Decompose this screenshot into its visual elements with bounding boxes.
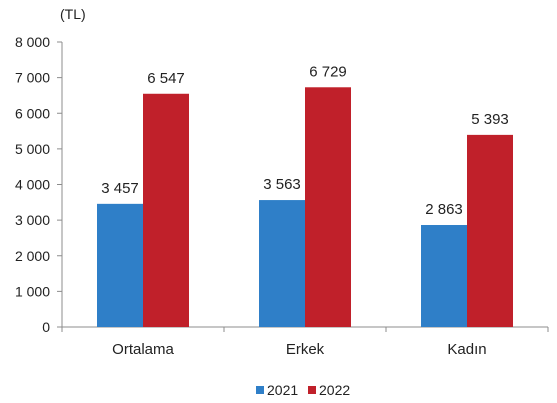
data-label: 6 547 <box>147 70 185 87</box>
legend-label: 2022 <box>319 382 350 398</box>
x-category-label: Kadın <box>447 341 486 358</box>
y-tick-label: 3 000 <box>15 212 50 228</box>
bar-2021 <box>421 225 467 327</box>
legend-swatch-2021 <box>256 386 264 394</box>
y-tick-label: 2 000 <box>15 248 50 264</box>
legend: 2021 2022 <box>256 382 350 398</box>
data-label: 5 393 <box>471 111 509 128</box>
data-label: 3 563 <box>263 176 301 193</box>
bar-2021 <box>97 203 143 327</box>
x-category-label: Erkek <box>286 341 325 358</box>
y-tick-label: 4 000 <box>15 177 50 193</box>
data-label: 2 863 <box>425 201 463 218</box>
bar-2022 <box>467 134 513 327</box>
legend-swatch-2022 <box>308 386 316 394</box>
y-axis-unit-label: (TL) <box>60 6 86 22</box>
y-tick-label: 8 000 <box>15 34 50 50</box>
bars-group: 3 457 6 547 3 563 6 729 2 863 5 393 <box>97 63 513 327</box>
data-label: 3 457 <box>101 180 139 197</box>
axes: 0 1 000 2 000 3 000 4 000 5 000 6 000 7 000 8 00… <box>15 34 549 358</box>
y-tick-label: 1 000 <box>15 283 50 299</box>
y-tick-label: 5 000 <box>15 141 50 157</box>
y-tick-label: 7 000 <box>15 70 50 86</box>
data-label: 6 729 <box>309 63 347 80</box>
legend-label: 2021 <box>267 382 298 398</box>
bar-2022 <box>143 93 189 327</box>
y-tick-label: 0 <box>42 319 50 335</box>
y-tick-label: 6 000 <box>15 105 50 121</box>
bar-2021 <box>259 200 305 327</box>
bar-2022 <box>305 87 351 327</box>
x-category-label: Ortalama <box>112 341 174 358</box>
